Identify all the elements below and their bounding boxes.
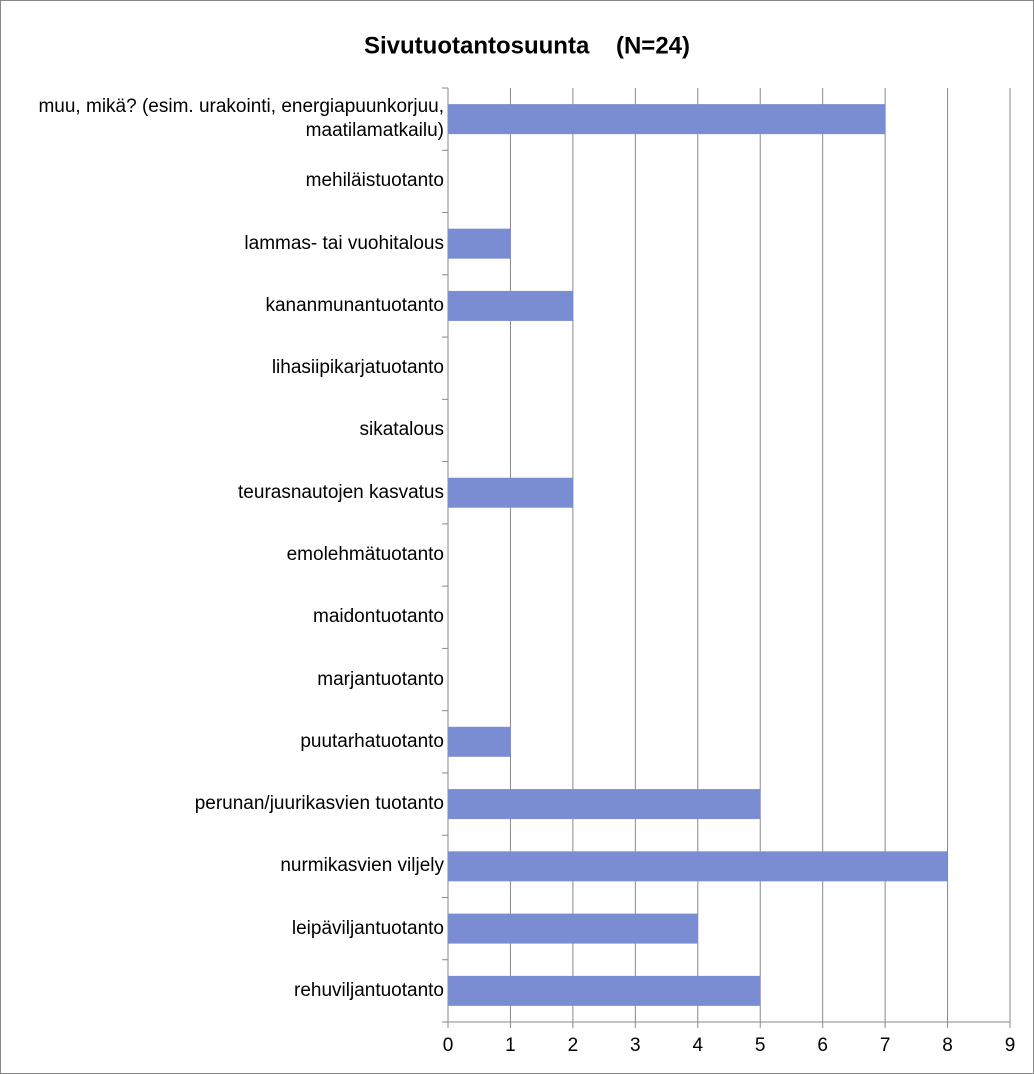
y-tick-label: rehuviljantuotanto bbox=[294, 979, 444, 1001]
y-tick-label: lammas- tai vuohitalous bbox=[244, 232, 444, 254]
bar bbox=[448, 290, 573, 321]
x-tick-label: 9 bbox=[1005, 1035, 1016, 1056]
bar bbox=[448, 228, 511, 259]
y-tick-label: emolehmätuotanto bbox=[286, 544, 444, 565]
y-tick-label: teurasnautojen kasvatus bbox=[238, 481, 444, 503]
x-tick-label: 3 bbox=[630, 1035, 641, 1056]
bar bbox=[448, 851, 948, 882]
y-tick-label: mehiläistuotanto bbox=[305, 170, 444, 192]
chart-title: Sivutuotantosuunta (N=24) bbox=[364, 32, 690, 59]
y-tick-label: sikatalous bbox=[359, 419, 445, 441]
x-tick-label: 7 bbox=[880, 1035, 891, 1056]
x-tick-label: 8 bbox=[942, 1035, 953, 1056]
x-tick-label: 6 bbox=[817, 1035, 828, 1056]
x-tick-label: 0 bbox=[443, 1035, 454, 1056]
y-tick-label: puutarhatuotanto bbox=[300, 730, 444, 752]
y-tick-label: maidontuotanto bbox=[313, 606, 444, 628]
bar bbox=[448, 726, 511, 757]
bar bbox=[448, 104, 886, 135]
y-tick-label: nurmikasvien viljely bbox=[280, 855, 444, 877]
y-tick-label: leipäviljantuotanto bbox=[291, 917, 444, 939]
x-tick-label: 5 bbox=[755, 1035, 766, 1056]
bar bbox=[448, 477, 573, 508]
x-tick-label: 1 bbox=[505, 1035, 516, 1056]
x-tick-label: 4 bbox=[692, 1035, 703, 1056]
y-tick-label: kananmunantuotanto bbox=[265, 294, 444, 316]
bar bbox=[448, 913, 698, 944]
bar bbox=[448, 975, 761, 1006]
y-tick-label: marjantuotanto bbox=[317, 668, 444, 690]
x-tick-label: 2 bbox=[568, 1035, 579, 1056]
bar bbox=[448, 789, 761, 820]
y-tick-label: perunan/juurikasvien tuotanto bbox=[194, 793, 444, 815]
y-tick-label: muu, mikä? (esim. urakointi, energiapuun… bbox=[38, 96, 444, 142]
y-tick-label: lihasiipikarjatuotanto bbox=[271, 357, 444, 379]
